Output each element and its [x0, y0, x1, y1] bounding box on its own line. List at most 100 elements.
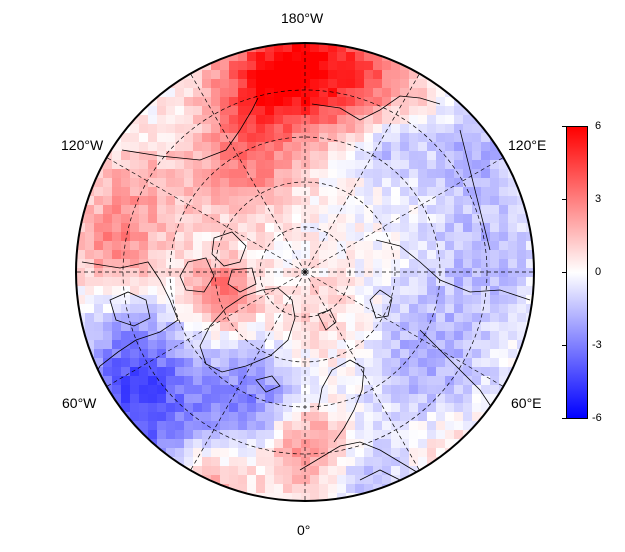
- anomaly-cell: [319, 448, 328, 457]
- anomaly-cell: [499, 286, 508, 295]
- anomaly-cell: [499, 205, 508, 214]
- anomaly-cell: [463, 367, 472, 376]
- anomaly-cell: [499, 169, 508, 178]
- anomaly-cell: [409, 205, 418, 214]
- anomaly-cell: [409, 331, 418, 340]
- anomaly-cell: [220, 151, 229, 160]
- anomaly-cell: [229, 268, 238, 277]
- anomaly-cell: [400, 304, 409, 313]
- anomaly-cell: [319, 295, 328, 304]
- anomaly-cell: [310, 385, 319, 394]
- anomaly-cell: [283, 349, 292, 358]
- anomaly-cell: [238, 223, 247, 232]
- anomaly-cell: [346, 79, 355, 88]
- anomaly-cell: [229, 250, 238, 259]
- anomaly-cell: [418, 151, 427, 160]
- anomaly-cell: [121, 178, 130, 187]
- anomaly-cell: [445, 421, 454, 430]
- anomaly-cell: [229, 358, 238, 367]
- anomaly-cell: [283, 340, 292, 349]
- anomaly-cell: [472, 142, 481, 151]
- anomaly-cell: [184, 241, 193, 250]
- anomaly-cell: [130, 241, 139, 250]
- anomaly-cell: [328, 322, 337, 331]
- anomaly-cell: [283, 313, 292, 322]
- anomaly-cell: [130, 178, 139, 187]
- anomaly-cell: [463, 304, 472, 313]
- anomaly-cell: [220, 232, 229, 241]
- anomaly-cell: [337, 277, 346, 286]
- anomaly-cell: [454, 214, 463, 223]
- anomaly-cell: [238, 385, 247, 394]
- anomaly-cell: [454, 178, 463, 187]
- anomaly-cell: [193, 133, 202, 142]
- anomaly-cell: [247, 304, 256, 313]
- anomaly-cell: [427, 241, 436, 250]
- anomaly-cell: [157, 223, 166, 232]
- anomaly-cell: [463, 277, 472, 286]
- colorbar: [566, 126, 588, 419]
- anomaly-cell: [184, 88, 193, 97]
- anomaly-cell: [445, 340, 454, 349]
- anomaly-cell: [373, 340, 382, 349]
- anomaly-cell: [121, 142, 130, 151]
- anomaly-cell: [445, 160, 454, 169]
- anomaly-cell: [139, 403, 148, 412]
- anomaly-cell: [166, 448, 175, 457]
- anomaly-cell: [382, 259, 391, 268]
- anomaly-cell: [256, 475, 265, 484]
- anomaly-cell: [265, 124, 274, 133]
- anomaly-cell: [301, 331, 310, 340]
- anomaly-cell: [157, 286, 166, 295]
- anomaly-cell: [112, 232, 121, 241]
- anomaly-cell: [283, 106, 292, 115]
- anomaly-cell: [148, 295, 157, 304]
- anomaly-cell: [112, 358, 121, 367]
- anomaly-cell: [382, 412, 391, 421]
- anomaly-cell: [94, 205, 103, 214]
- anomaly-cell: [364, 169, 373, 178]
- anomaly-cell: [292, 187, 301, 196]
- anomaly-cell: [148, 304, 157, 313]
- anomaly-cell: [283, 331, 292, 340]
- anomaly-cell: [229, 196, 238, 205]
- anomaly-cell: [166, 223, 175, 232]
- anomaly-cell: [391, 322, 400, 331]
- anomaly-cell: [400, 322, 409, 331]
- anomaly-cell: [346, 430, 355, 439]
- anomaly-cell: [391, 331, 400, 340]
- anomaly-cell: [202, 430, 211, 439]
- anomaly-cell: [265, 43, 274, 52]
- anomaly-cell: [526, 331, 534, 340]
- anomaly-cell: [328, 367, 337, 376]
- anomaly-cell: [121, 250, 130, 259]
- anomaly-cell: [193, 295, 202, 304]
- graticule: [76, 43, 534, 501]
- anomaly-cell: [274, 331, 283, 340]
- anomaly-cell: [166, 178, 175, 187]
- anomaly-cell: [391, 124, 400, 133]
- anomaly-cell: [121, 304, 130, 313]
- anomaly-cell: [472, 196, 481, 205]
- anomaly-cell: [184, 196, 193, 205]
- anomaly-cell: [238, 412, 247, 421]
- anomaly-cell: [454, 358, 463, 367]
- anomaly-cell: [409, 313, 418, 322]
- anomaly-cell: [391, 97, 400, 106]
- anomaly-cell: [364, 385, 373, 394]
- anomaly-cell: [166, 304, 175, 313]
- anomaly-cell: [418, 187, 427, 196]
- anomaly-cell: [85, 250, 94, 259]
- anomaly-cell: [328, 214, 337, 223]
- anomaly-cell: [391, 133, 400, 142]
- anomaly-cell: [211, 466, 220, 475]
- anomaly-cell: [346, 268, 355, 277]
- anomaly-cell: [310, 448, 319, 457]
- anomaly-cell: [220, 421, 229, 430]
- anomaly-cell: [427, 169, 436, 178]
- anomaly-cell: [175, 124, 184, 133]
- anomaly-cell: [328, 115, 337, 124]
- anomaly-cell: [238, 106, 247, 115]
- anomaly-cell: [283, 43, 292, 52]
- latitude-circle: [214, 181, 396, 363]
